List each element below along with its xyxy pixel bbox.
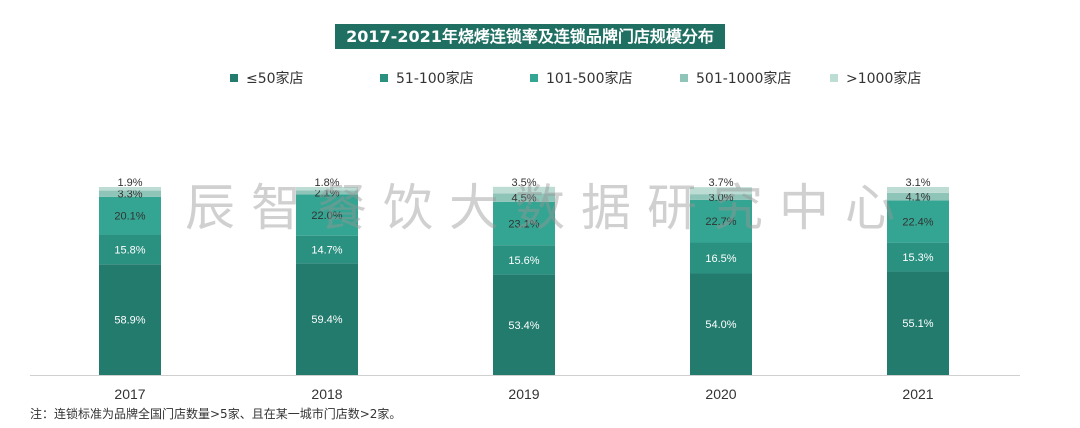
bar-segment [99,234,161,265]
chart-title: 2017-2021年烧烤连锁率及连锁品牌门店规模分布 [335,24,725,49]
legend-label: 501-1000家店 [696,71,792,87]
legend-swatch [380,74,388,82]
data-label: 15.3% [902,252,933,264]
bar-segment [493,245,555,275]
bar-segment [690,187,752,195]
data-label: 15.6% [508,255,539,267]
data-label: 59.4% [311,314,342,326]
data-label: 3.1% [905,177,930,189]
data-label: 20.1% [114,211,145,223]
bar-segment [99,196,161,235]
x-tick-label: 2018 [311,386,342,402]
bar-segment [887,192,949,201]
data-label: 1.8% [314,177,339,189]
data-label: 3.3% [117,189,142,201]
legend-item: ≤50家店 [230,68,380,88]
data-label: 22.0% [311,210,342,222]
legend-swatch [530,74,538,82]
legend: ≤50家店 51-100家店 101-500家店 501-1000家店 >1000家店 [230,68,980,88]
data-label: 22.4% [902,217,933,229]
x-tick-label: 2020 [705,386,736,402]
legend-label: 51-100家店 [396,71,474,87]
x-tick-label: 2021 [902,386,933,402]
data-label: 54.0% [705,319,736,331]
bar-segment [690,273,752,375]
legend-swatch [680,74,688,82]
data-label: 55.1% [902,318,933,330]
bar-segment [493,201,555,246]
data-label: 1.9% [117,177,142,189]
data-label: 3.5% [511,177,536,189]
data-label: 16.5% [705,253,736,265]
bar-segment [99,264,161,375]
bar-segment [493,193,555,202]
legend-label: ≤50家店 [246,71,304,87]
legend-item: 501-1000家店 [680,68,830,88]
legend-item: 101-500家店 [530,68,680,88]
bar-segment [99,190,161,197]
legend-label: 101-500家店 [546,71,633,87]
bar-segment [690,199,752,243]
x-tick-label: 2017 [114,386,145,402]
bar-segment [887,242,949,272]
bar-segment [493,274,555,375]
data-label: 3.7% [708,177,733,189]
bar-segment [887,187,949,193]
bar-segment [296,263,358,375]
bar-segment [887,271,949,375]
bar-segment [296,235,358,264]
data-label: 15.8% [114,244,145,256]
bar-segment [690,242,752,274]
data-label: 23.1% [508,219,539,231]
legend-item: >1000家店 [830,68,980,88]
data-label: 4.5% [511,193,536,205]
bar-segment [493,186,555,194]
data-label: 4.1% [905,192,930,204]
data-label: 22.7% [705,216,736,228]
legend-swatch [230,74,238,82]
bar-segment [296,187,358,191]
bar-segment [887,200,949,243]
footnote: 注：连锁标准为品牌全国门店数量>5家、且在某一城市门店数>2家。 [30,407,402,421]
legend-swatch [830,74,838,82]
bar-segment [296,190,358,195]
x-tick-label: 2019 [508,386,539,402]
data-label: 14.7% [311,245,342,257]
data-label: 53.4% [508,320,539,332]
bar-segment [99,187,161,191]
data-label: 58.9% [114,315,145,327]
bar-segment [296,194,358,236]
data-label: 3.0% [708,192,733,204]
legend-item: 51-100家店 [380,68,530,88]
legend-label: >1000家店 [846,71,922,87]
bar-segment [690,194,752,200]
